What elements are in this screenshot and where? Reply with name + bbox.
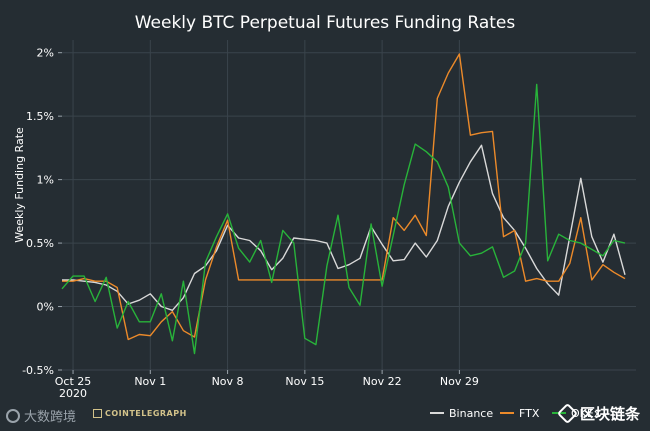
x-tick-label: Nov 29	[440, 375, 479, 388]
legend-label-okex: OKEx	[571, 407, 601, 420]
x-tick-label: Nov 1	[134, 375, 166, 388]
x-tick-label: Nov 15	[285, 375, 324, 388]
watermark-brand: COINTELEGRAPH	[93, 409, 187, 418]
watermark-right: 区块链条	[556, 402, 640, 425]
watermark-left: 大数跨境	[6, 406, 76, 425]
y-tick-label: 0.5%	[26, 237, 54, 250]
chart-title: Weekly BTC Perpetual Futures Funding Rat…	[135, 13, 516, 33]
y-tick-label: 1.5%	[26, 110, 54, 123]
y-tick-label: 1%	[37, 174, 54, 187]
y-axis-ticks: -0.5% 0% 0.5% 1% 1.5% 2%	[22, 47, 62, 377]
x-tick-label: Nov 22	[363, 375, 402, 388]
y-axis-label: Weekly Funding Rate	[13, 127, 26, 243]
y-tick-label: 0%	[37, 301, 54, 314]
logo-ring-icon	[6, 408, 20, 423]
series-line-ftx	[62, 53, 626, 341]
y-tick-label: 2%	[37, 47, 54, 60]
series-line-binance	[62, 144, 626, 311]
legend: Binance FTX OKEx	[430, 407, 601, 420]
legend-label-ftx: FTX	[519, 407, 540, 420]
watermark-left-text: 大数跨境	[24, 410, 77, 425]
grid	[62, 40, 636, 371]
watermark-brand-text: COINTELEGRAPH	[105, 409, 187, 418]
y-tick-label: -0.5%	[22, 364, 54, 377]
series-line-okex	[61, 83, 626, 355]
brand-mark-icon	[93, 409, 102, 418]
x-tick-label: Nov 8	[212, 375, 244, 388]
series-group	[61, 53, 626, 355]
watermark-right-text: 区块链条	[579, 405, 640, 423]
brand-glyph-icon	[556, 402, 579, 425]
x-tick-sublabel: 2020	[59, 387, 87, 400]
legend-label-binance: Binance	[449, 407, 493, 420]
x-tick-label: Oct 25	[55, 375, 92, 388]
